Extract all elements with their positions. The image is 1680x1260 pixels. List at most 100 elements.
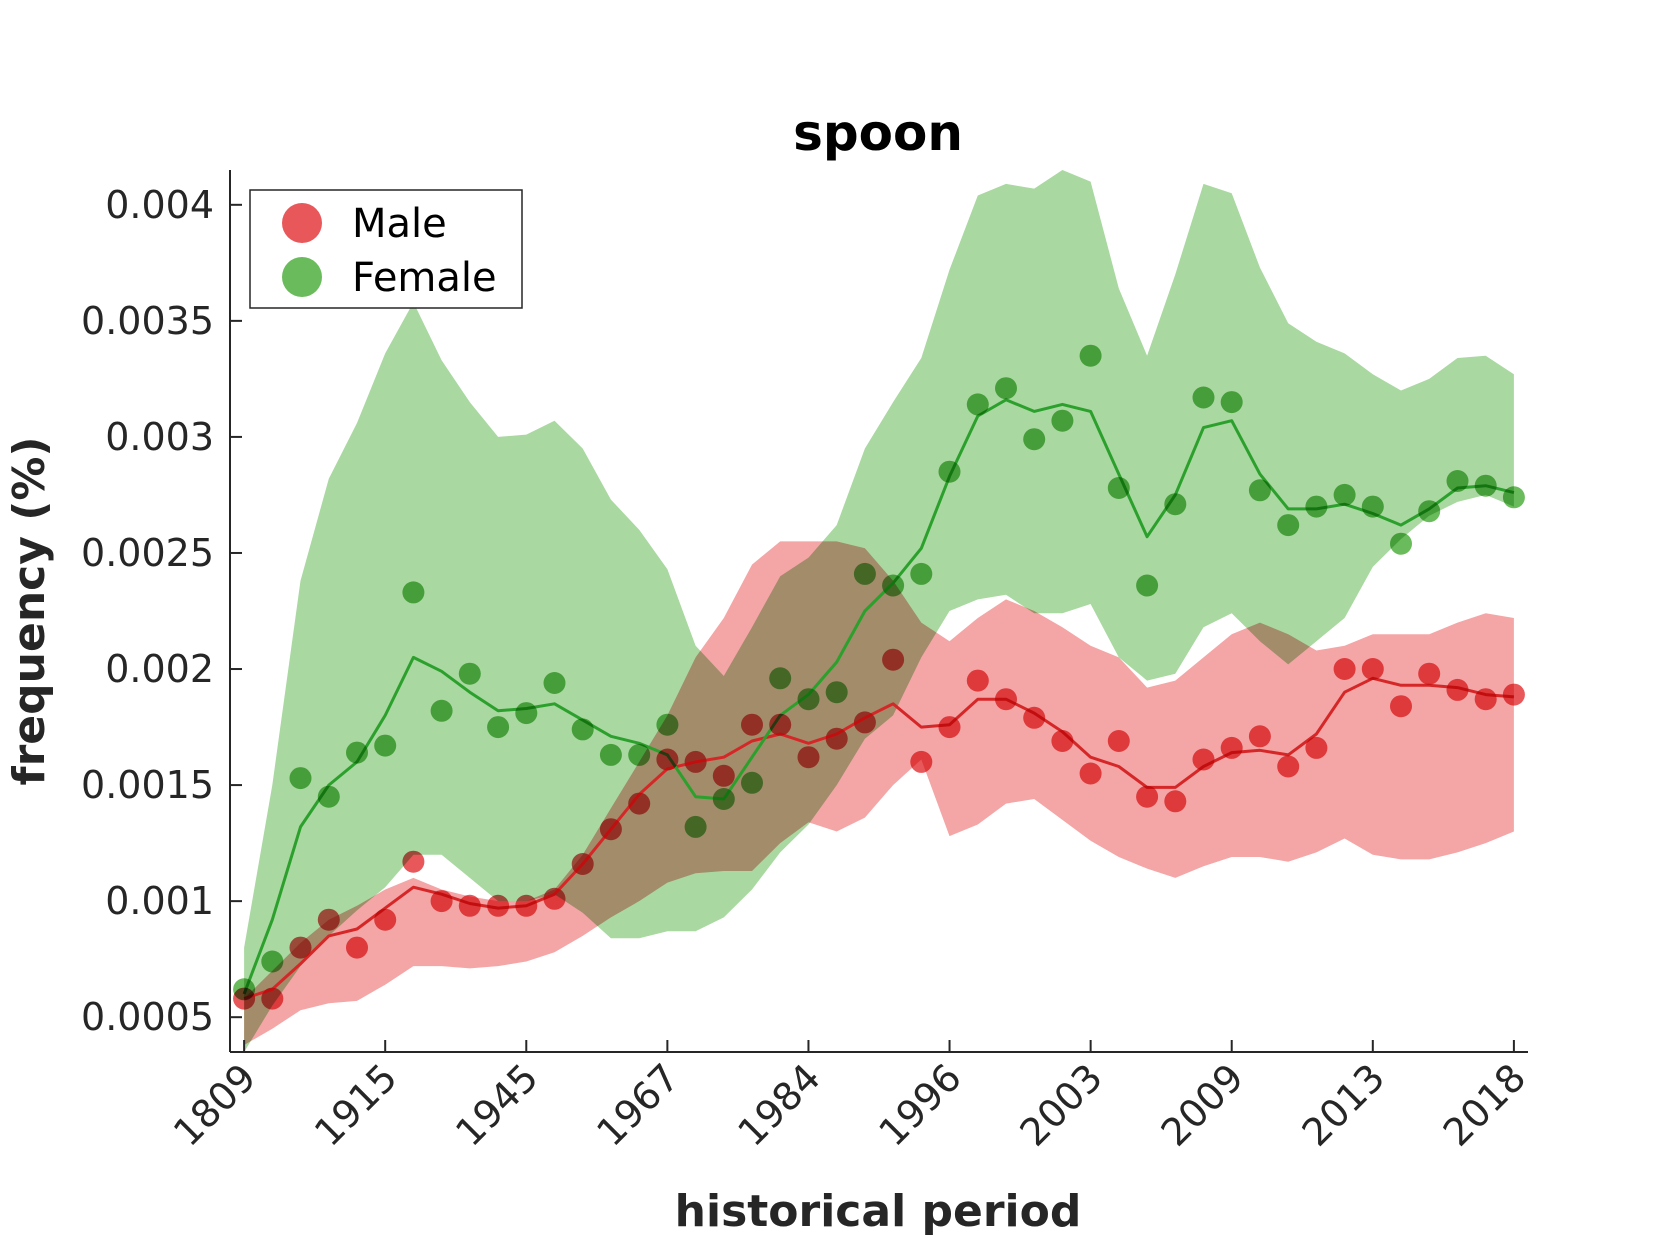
point-male <box>346 936 368 959</box>
point-female <box>769 667 792 690</box>
trend-line-male <box>243 676 1515 1001</box>
point-male <box>1361 658 1384 680</box>
y-tick-label: 0.002 <box>105 647 214 691</box>
point-male <box>797 746 820 769</box>
point-male <box>317 908 340 931</box>
point-male <box>938 716 961 739</box>
point-female <box>1502 486 1525 509</box>
point-female <box>289 767 312 790</box>
point-female <box>656 713 679 736</box>
point-female <box>317 785 340 808</box>
point-female <box>543 672 566 694</box>
y-axis-label: frequency (%) <box>4 436 55 785</box>
point-male <box>515 894 538 917</box>
point-male <box>1107 730 1130 752</box>
point-female <box>1446 470 1469 492</box>
point-male <box>1079 762 1102 785</box>
point-male <box>741 713 763 736</box>
point-male <box>1474 688 1497 711</box>
point-male <box>261 987 284 1010</box>
point-female <box>853 562 876 585</box>
point-male <box>1502 683 1525 706</box>
point-female <box>1079 344 1102 367</box>
legend-marker-female <box>282 257 322 297</box>
point-male <box>995 688 1017 711</box>
chart-title: spoon <box>793 104 963 162</box>
point-female <box>599 743 622 766</box>
trend-lines <box>242 398 1515 1001</box>
point-female <box>966 393 989 416</box>
point-male <box>458 894 481 917</box>
point-male <box>769 713 792 736</box>
point-female <box>1474 474 1497 497</box>
point-male <box>402 850 425 873</box>
point-female <box>458 662 481 685</box>
point-female <box>261 950 284 973</box>
data-points <box>233 344 1525 1010</box>
point-male <box>430 890 453 913</box>
point-female <box>1220 391 1243 414</box>
y-tick-label: 0.003 <box>105 415 214 459</box>
point-male <box>966 669 989 692</box>
point-male <box>1305 736 1328 759</box>
point-female <box>374 734 397 757</box>
point-male <box>487 894 510 917</box>
point-female <box>684 815 707 838</box>
point-female <box>1248 479 1271 502</box>
point-male <box>571 853 594 875</box>
point-female <box>430 699 453 722</box>
point-female <box>1051 409 1074 432</box>
point-female <box>825 681 848 704</box>
point-male <box>712 764 735 787</box>
point-female <box>1361 495 1384 518</box>
point-female <box>1107 477 1130 499</box>
y-tick-label: 0.0015 <box>81 763 214 807</box>
y-tick-label: 0.0035 <box>81 299 214 343</box>
point-male <box>656 748 679 771</box>
point-female <box>1305 495 1328 518</box>
y-axis-ticks: 0.0005 0.001 0.0015 0.002 0.0025 0.003 0.0035 0… <box>81 183 242 1039</box>
trend-line-female <box>242 398 1515 995</box>
point-female <box>1023 428 1046 451</box>
point-female <box>938 460 961 483</box>
point-male <box>825 727 848 750</box>
point-female <box>346 741 368 764</box>
point-male <box>1136 785 1159 808</box>
point-female <box>797 688 820 711</box>
y-tick-label: 0.004 <box>105 183 214 227</box>
point-female <box>882 574 905 597</box>
point-male <box>1248 725 1271 748</box>
legend-label-male: Male <box>352 201 447 247</box>
legend-label-female: Female <box>352 255 497 301</box>
point-female <box>1333 483 1356 506</box>
point-female <box>628 743 651 766</box>
y-tick-label: 0.001 <box>105 879 214 923</box>
point-male <box>289 936 312 959</box>
point-female <box>233 978 256 1001</box>
point-female <box>1164 493 1187 516</box>
point-male <box>910 750 933 773</box>
legend-marker-male <box>282 203 322 243</box>
point-male <box>1051 730 1074 752</box>
point-female <box>910 562 933 585</box>
point-female <box>487 716 510 739</box>
axes <box>229 170 1528 1053</box>
point-male <box>1277 755 1300 778</box>
point-female <box>1136 574 1159 597</box>
point-male <box>1164 790 1187 813</box>
y-tick-label: 0.0005 <box>81 995 214 1039</box>
point-female <box>571 718 594 741</box>
point-male <box>628 792 651 815</box>
point-male <box>1418 662 1441 685</box>
point-male <box>882 648 905 671</box>
point-female <box>1418 500 1441 523</box>
point-female <box>402 581 425 604</box>
point-male <box>543 887 566 910</box>
point-female <box>1390 532 1412 555</box>
point-male <box>1220 736 1243 759</box>
point-male <box>853 711 876 734</box>
point-female <box>1277 514 1300 537</box>
point-male <box>1023 706 1046 729</box>
y-tick-label: 0.0025 <box>81 531 214 575</box>
